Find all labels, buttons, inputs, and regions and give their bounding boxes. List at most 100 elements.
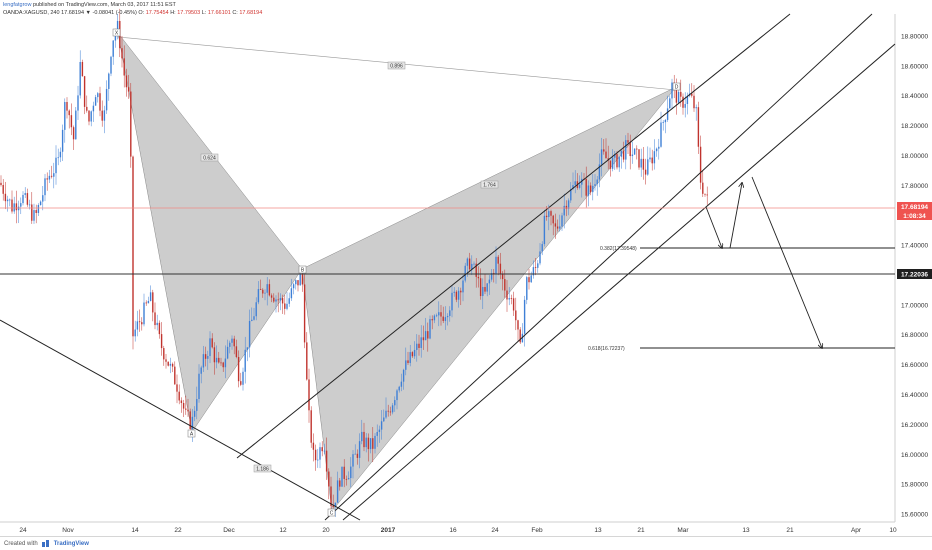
candle-body: [299, 274, 301, 286]
candle-body: [277, 299, 279, 301]
candle-body: [444, 317, 447, 321]
candle-body: [328, 471, 330, 487]
candle-body: [435, 315, 438, 317]
candle-body: [567, 200, 570, 209]
price-tick-label: 18.80000: [901, 33, 928, 40]
price-tick-label: 15.80000: [901, 482, 928, 489]
candle-body: [671, 82, 673, 99]
footer-brand[interactable]: TradingView: [53, 540, 89, 547]
time-tick-label: 16: [449, 527, 457, 534]
candle-body: [167, 361, 169, 366]
candle-body: [235, 346, 238, 358]
candle-body: [433, 315, 436, 321]
candle-body: [231, 338, 233, 343]
candle-body: [396, 390, 398, 401]
candle-body: [534, 267, 537, 268]
candle-body: [130, 91, 132, 157]
candle-body: [548, 211, 550, 218]
candle-body: [389, 411, 392, 413]
candle-body: [198, 373, 200, 400]
candle-body: [17, 206, 20, 211]
candle-body: [372, 438, 374, 449]
candle-body: [158, 322, 161, 335]
candle-body: [196, 399, 198, 411]
candle-body: [442, 316, 444, 321]
time-tick-label: Feb: [531, 527, 543, 534]
candle-body: [336, 480, 339, 503]
harmonic-pattern[interactable]: [117, 32, 677, 512]
candle-body: [376, 431, 378, 436]
author-link[interactable]: lengfatgrow: [3, 2, 32, 8]
price-tick-label: 16.80000: [901, 332, 928, 339]
candle-body: [191, 416, 194, 430]
candle-body: [592, 185, 594, 193]
candle-body: [292, 284, 295, 289]
candle-body: [156, 322, 158, 326]
candle-body: [622, 150, 625, 160]
candle-body: [303, 284, 306, 343]
candle-body: [625, 140, 627, 160]
time-tick-label: 21: [637, 527, 645, 534]
candle-body: [354, 453, 356, 455]
candle-body: [262, 289, 264, 294]
candle-body: [629, 142, 631, 157]
price-tick-label: 16.20000: [901, 422, 928, 429]
candle-body: [501, 273, 504, 280]
candle-body: [33, 210, 35, 221]
candle-body: [24, 193, 26, 195]
candle-body: [53, 173, 55, 177]
candle-body: [532, 267, 535, 276]
candle-body: [306, 342, 308, 380]
candle-body: [110, 56, 112, 74]
candle-body: [319, 447, 321, 460]
candle-body: [570, 189, 572, 201]
candle-body: [383, 417, 385, 422]
candle-body: [651, 157, 653, 164]
candle-body: [605, 151, 607, 159]
trend-lines[interactable]: [0, 13, 896, 521]
time-axis[interactable]: 24 Nov 14 22 Dec 12 20 2017 16 24 Feb 13 21 Mar 13 21 Ap…: [19, 527, 897, 534]
candle-body: [176, 384, 178, 392]
candle-body: [543, 215, 546, 245]
candles: [0, 8, 708, 518]
candle-body: [259, 289, 262, 290]
pattern-triangle-xab: [117, 32, 303, 433]
candle-body: [339, 480, 341, 487]
candle-body: [693, 95, 695, 109]
price-tick-label: 17.00000: [901, 302, 928, 309]
candle-body: [64, 102, 66, 130]
ratio-label-xd: 0.896: [390, 64, 403, 70]
candle-body: [248, 320, 251, 348]
candle-body: [440, 312, 442, 317]
time-tick-label: Mar: [677, 527, 689, 534]
price-tick-label: 16.40000: [901, 392, 928, 399]
price-tick-label: 18.20000: [901, 123, 928, 130]
candle-body: [462, 280, 464, 293]
candle-body: [4, 193, 7, 202]
point-d-label: D: [675, 85, 679, 91]
candle-body: [83, 76, 86, 107]
candle-body: [427, 331, 429, 339]
candle-body: [616, 154, 618, 168]
candle-body: [611, 157, 614, 169]
candle-body: [152, 292, 154, 313]
candle-body: [636, 148, 638, 150]
candle-body: [50, 175, 53, 177]
projection-path[interactable]: [705, 176, 822, 348]
candle-body: [325, 450, 328, 472]
candle-body: [627, 140, 629, 143]
countdown-tag: [897, 211, 932, 220]
candle-body: [422, 337, 425, 341]
candle-body: [268, 284, 271, 296]
fib-0618-label: 0.618(16.72237): [588, 346, 625, 352]
candle-body: [418, 343, 420, 348]
candle-body: [308, 379, 310, 411]
candle-body: [61, 129, 64, 152]
projection-leg-2: [729, 183, 742, 249]
candle-body: [92, 105, 95, 112]
time-tick-label: Nov: [62, 527, 74, 534]
chart-header: lengfatgrow published on TradingView.com…: [3, 1, 262, 17]
candle-body: [46, 178, 48, 180]
candle-body: [317, 459, 319, 461]
